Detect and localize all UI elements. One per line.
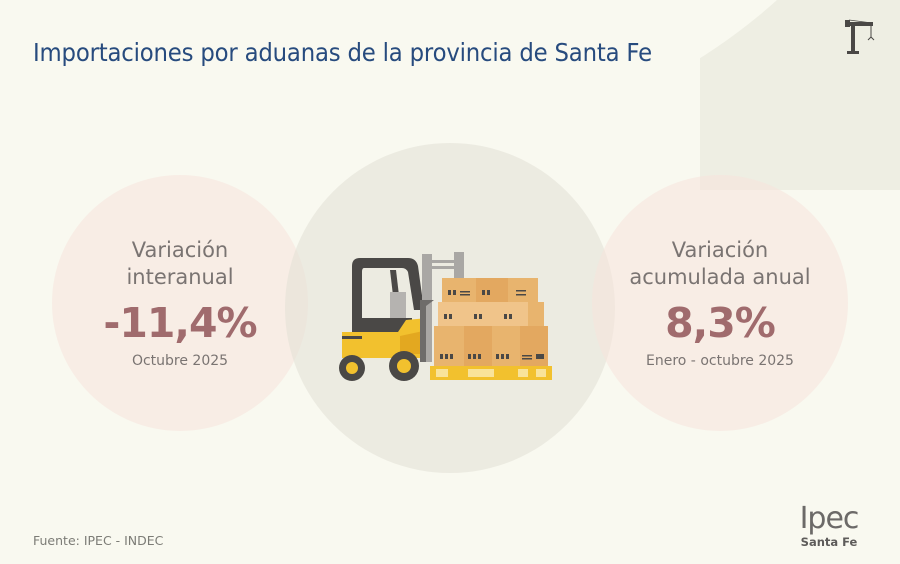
logo-subtitle: Santa Fe (800, 535, 858, 549)
stat-value: -11,4% (103, 299, 257, 347)
crane-icon (845, 19, 875, 54)
stat-circle-right (592, 175, 848, 431)
stat-circle-left (52, 175, 308, 431)
forklift-illustration (339, 252, 552, 381)
source-note: Fuente: IPEC - INDEC (33, 533, 164, 548)
ipec-logo: Ipec Santa Fe (784, 503, 874, 553)
stat-label-line2: acumulada anual (629, 265, 811, 289)
stat-acumulada: Variación acumulada anual 8,3% Enero - o… (592, 237, 848, 369)
page-title: Importaciones por aduanas de la provinci… (33, 38, 652, 67)
stat-label-line1: Variación (131, 238, 229, 262)
stat-value: 8,3% (665, 299, 776, 347)
stat-period: Enero - octubre 2025 (646, 353, 794, 369)
stat-interanual: Variación interanual -11,4% Octubre 2025 (52, 237, 308, 369)
stat-label-line2: interanual (126, 265, 234, 289)
stat-period: Octubre 2025 (131, 353, 229, 369)
logo-name: Ipec (799, 501, 860, 536)
stat-label-line1: Variación (671, 238, 769, 262)
